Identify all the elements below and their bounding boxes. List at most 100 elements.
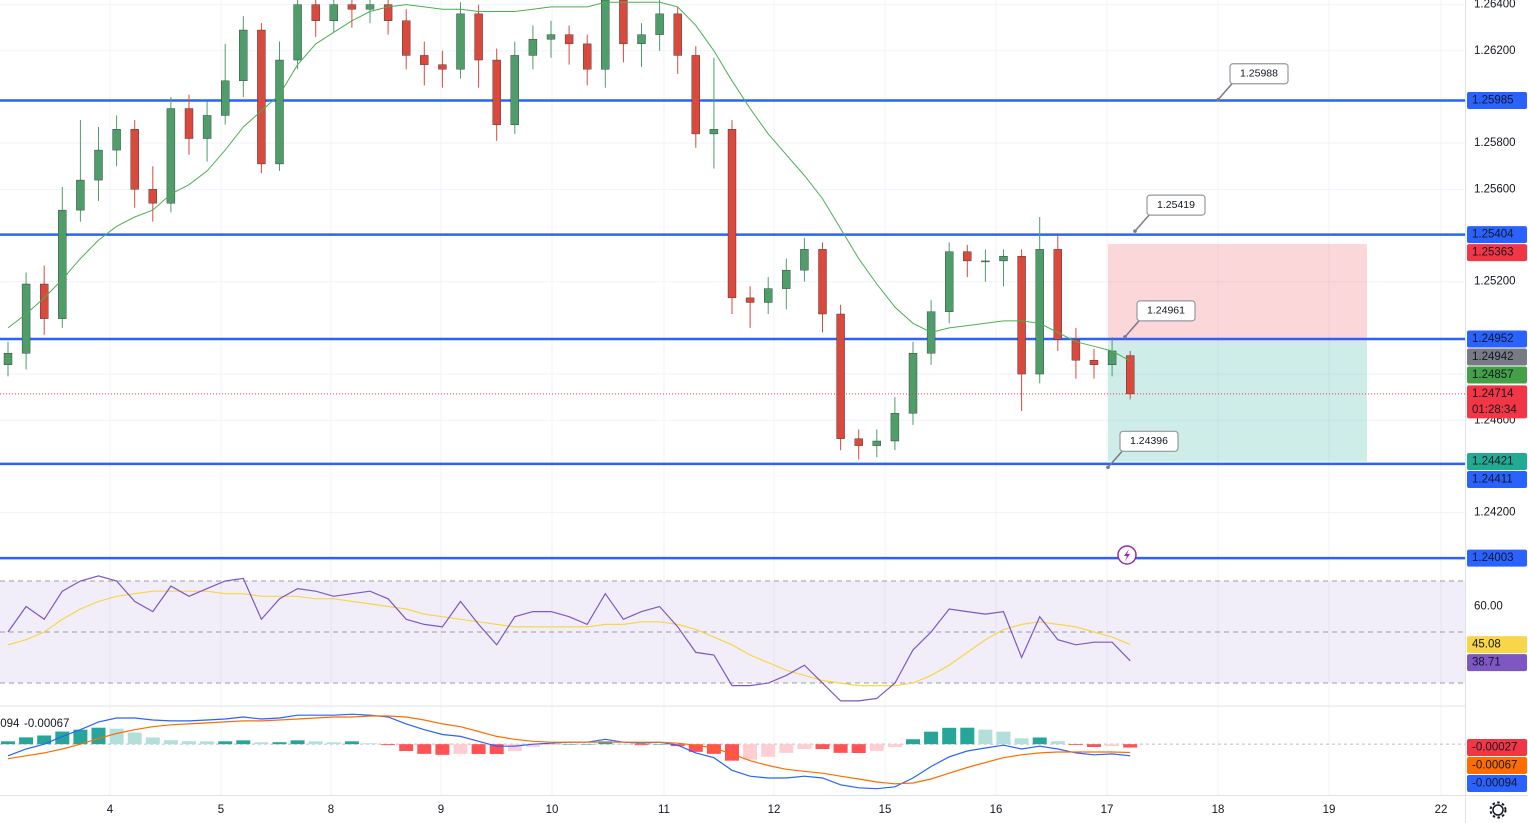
histogram-bar [869,744,884,751]
callout-anchor [1133,229,1137,233]
y-tick-label: 1.25800 [1474,137,1516,149]
y-tick-label: 1.25600 [1474,183,1516,195]
histogram-bar [1123,744,1138,748]
candle-body [510,55,519,125]
histogram-bar [507,744,522,751]
histogram-bar [706,744,721,754]
histogram-bar [471,744,486,754]
candle-body [3,353,13,366]
candle-body [202,115,212,139]
price-tag-label: 1.24411 [1472,474,1513,486]
gear-teeth[interactable] [1489,801,1507,819]
candle-body [275,59,284,165]
histogram-bar [996,731,1011,745]
candle-body [583,43,592,70]
price-tag [1467,226,1527,244]
histogram-bar [308,741,323,745]
callout-box [1136,300,1196,322]
candle-body [94,149,103,181]
histogram-bar [1105,744,1120,747]
moving-average [7,1,1131,362]
candle-body [999,256,1008,262]
candle-body [456,13,465,70]
callout-box [1119,430,1179,452]
histogram-bar [163,740,178,745]
candle-body [673,13,682,56]
candle-body [908,353,918,414]
callout-anchor [1106,465,1110,470]
histogram-bar [580,744,595,745]
candle-body [945,251,954,312]
price-tag [1467,330,1527,348]
histogram-bar [779,744,794,753]
candle-body [239,29,248,82]
candle-body [546,34,556,40]
candle-body [637,34,646,45]
candle-body [1071,339,1081,361]
histogram-bar [127,732,142,745]
price-tag-label: 1.24942 [1472,351,1514,363]
x-tick-label: 5 [218,804,224,816]
candle-body [727,129,737,299]
histogram-bar [453,744,468,754]
callout-label: 1.25988 [1240,68,1278,80]
price-tag-label: 45.08 [1472,639,1501,651]
histogram-bar [37,735,52,745]
histogram-bar [19,737,34,745]
histogram-bar [435,744,450,755]
histogram-bar [344,741,359,745]
x-tick-label: 18 [1212,804,1225,816]
indicator-line [7,575,1131,702]
candle-body [1035,249,1044,375]
candle-body [347,4,357,10]
candle-body [220,80,230,116]
histogram-bar [1014,738,1029,745]
candle-body [691,55,700,135]
histogram-bar [145,737,160,745]
histogram-bar [290,740,305,745]
candle-body [402,20,411,56]
y-tick-label: 1.24200 [1474,507,1516,519]
histogram-bar [743,744,758,760]
candle-body [764,288,773,303]
callout-box [1229,63,1289,85]
stop-zone [1108,244,1367,342]
candle-body [800,249,809,271]
candle-body [474,13,483,61]
x-tick-label: 11 [658,804,670,816]
candle-body [311,4,320,21]
callout-anchor [1123,335,1127,339]
x-tick-label: 17 [1101,804,1114,816]
price-tag [1467,91,1527,109]
histogram-bar [363,743,377,745]
candle-body [184,108,194,139]
callout-box [1146,194,1206,216]
alert-icon[interactable] [1117,545,1137,565]
candle-body [782,269,791,289]
histogram-bar [182,741,196,745]
y-tick-label: 1.26200 [1474,45,1516,57]
price-tag-label: -0.00027 [1472,742,1517,754]
candle-body [836,313,845,439]
histogram-bar [544,744,558,746]
alert-bolt[interactable] [1124,549,1130,561]
candle-body [872,440,881,446]
histogram-bar [381,744,396,746]
histogram-bar [887,744,902,748]
histogram-bar [562,744,577,745]
price-tag [1467,775,1527,793]
gear-ring[interactable] [1492,804,1504,816]
axis-labels: 1.26400 1.26200 1.25800 1.25600 1.25200 1.248… [107,0,1527,816]
candle-body [438,64,447,70]
indicator-line [7,590,1131,687]
histogram-bar [924,731,939,745]
settings-button[interactable] [1489,801,1507,819]
histogram-bar [815,744,830,750]
candle-body [76,179,85,211]
candle-body [58,209,67,319]
price-tag [1467,636,1527,654]
candle-body [40,283,49,319]
price-tag-label: 1.25363 [1472,247,1514,259]
